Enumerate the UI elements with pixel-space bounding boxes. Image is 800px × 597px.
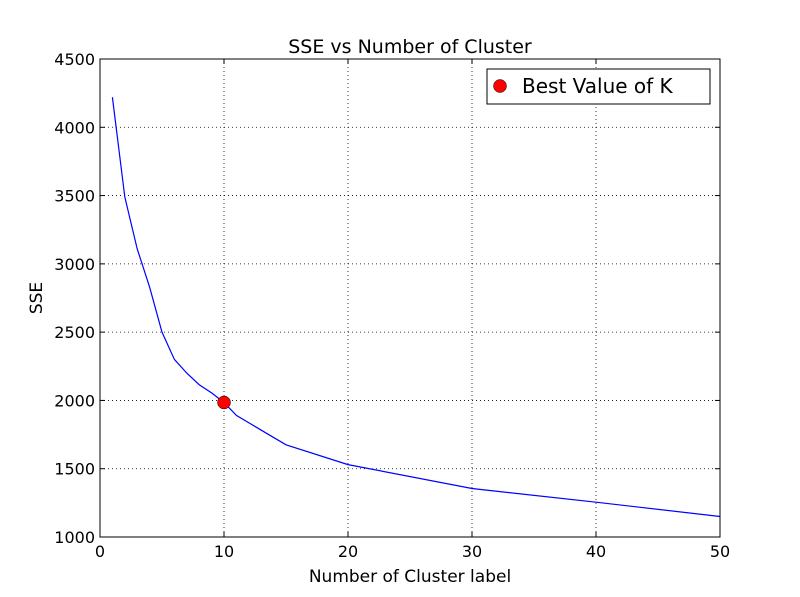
legend-marker-best-k bbox=[493, 79, 507, 93]
y-tick-label: 4000 bbox=[54, 118, 95, 137]
y-tick-label: 1000 bbox=[54, 528, 95, 547]
legend-label-best-k: Best Value of K bbox=[522, 74, 674, 98]
x-tick-label: 10 bbox=[214, 542, 234, 561]
chart-title: SSE vs Number of Cluster bbox=[288, 36, 532, 58]
best-k-point bbox=[217, 395, 231, 410]
series-layer bbox=[111, 97, 721, 518]
x-axis-label: Number of Cluster label bbox=[309, 567, 511, 587]
x-tick-label: 20 bbox=[338, 542, 358, 561]
x-tick-label: 40 bbox=[586, 542, 606, 561]
y-tick-label: 1500 bbox=[54, 460, 95, 479]
legend: Best Value of K bbox=[486, 68, 711, 105]
x-tick-label: 0 bbox=[95, 542, 105, 561]
sse-line bbox=[111, 97, 721, 518]
y-tick-label: 2000 bbox=[54, 391, 95, 410]
y-tick-label: 3500 bbox=[54, 187, 95, 206]
tick-layer: 0 10 20 30 40 50 1000 1500 2000 2500 3000 3500 4000 4… bbox=[54, 50, 730, 561]
legend-box bbox=[486, 68, 711, 105]
x-tick-label: 30 bbox=[462, 542, 482, 561]
y-axis-label: SSE bbox=[27, 282, 47, 314]
y-tick-label: 2500 bbox=[54, 323, 95, 342]
x-tick-label: 50 bbox=[710, 542, 730, 561]
plot-frame bbox=[99, 58, 721, 538]
y-tick-label: 3000 bbox=[54, 255, 95, 274]
y-tick-label: 4500 bbox=[54, 50, 95, 69]
grid-lines bbox=[100, 59, 720, 537]
